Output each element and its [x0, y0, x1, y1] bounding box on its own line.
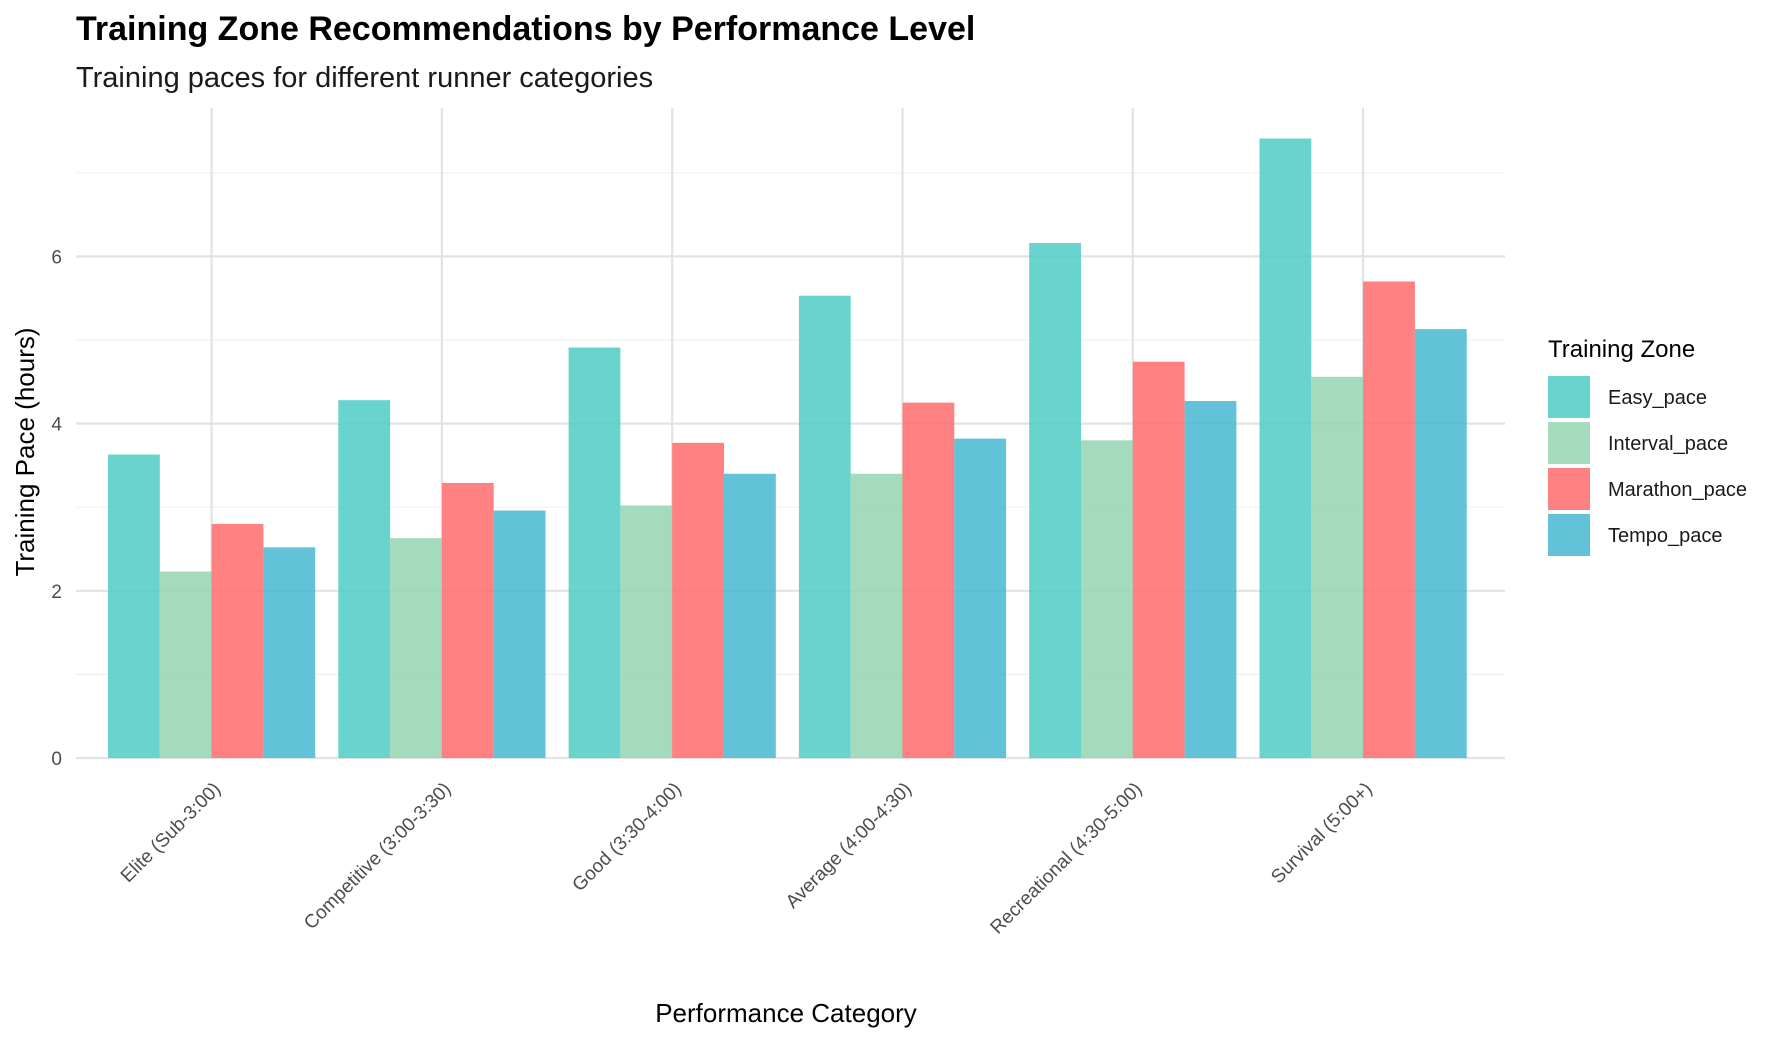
bar-interval-pace	[620, 505, 673, 758]
bar-easy-pace	[568, 347, 621, 758]
legend-title: Training Zone	[1548, 336, 1695, 363]
bar-easy-pace	[1029, 243, 1081, 759]
chart-title: Training Zone Recommendations by Perform…	[76, 10, 975, 48]
bar-tempo-pace	[1184, 401, 1237, 758]
x-tick-label: Survival (5:00+)	[1267, 779, 1376, 888]
bar-marathon-pace	[441, 482, 494, 758]
x-tick-label: Good (3:30-4:00)	[569, 779, 686, 896]
legend-swatch	[1548, 514, 1590, 556]
bar-tempo-pace	[263, 547, 316, 758]
y-axis-ticks: 0 2 4 6	[51, 247, 62, 770]
y-tick-label: 6	[51, 247, 62, 268]
y-tick-label: 0	[51, 749, 62, 770]
x-axis-ticks: Elite (Sub-3:00) Competitive (3:00-3:30) G…	[117, 779, 1377, 939]
legend-label: Interval_pace	[1608, 433, 1728, 455]
y-axis-title: Training Pace (hours)	[10, 327, 40, 576]
bar-interval-pace	[159, 571, 212, 758]
bar-marathon-pace	[211, 523, 264, 758]
legend-label: Easy_pace	[1608, 387, 1707, 409]
bar-interval-pace	[1311, 376, 1364, 758]
bar-marathon-pace	[902, 402, 955, 758]
bar-tempo-pace	[493, 510, 546, 758]
y-tick-label: 4	[51, 415, 62, 436]
x-tick-label: Competitive (3:00-3:30)	[300, 779, 455, 934]
legend-swatch	[1548, 376, 1590, 418]
bar-marathon-pace	[1363, 281, 1415, 758]
chart-subtitle: Training paces for different runner cate…	[76, 62, 653, 94]
legend-swatch	[1548, 468, 1590, 510]
bar-tempo-pace	[954, 438, 1007, 758]
legend-swatch	[1548, 422, 1590, 464]
bar-easy-pace	[338, 400, 391, 758]
legend: Training Zone Easy_pace Interval_pace Mara…	[1548, 336, 1747, 556]
y-tick-label: 2	[51, 582, 62, 603]
x-tick-label: Recreational (4:30-5:00)	[987, 779, 1147, 939]
x-tick-label: Elite (Sub-3:00)	[117, 779, 225, 887]
bar-interval-pace	[1081, 440, 1133, 758]
bar-easy-pace	[798, 295, 851, 758]
bar-interval-pace	[390, 538, 442, 758]
bar-easy-pace	[1259, 138, 1312, 759]
bar-tempo-pace	[724, 473, 776, 758]
bar-tempo-pace	[1414, 329, 1467, 758]
bar-marathon-pace	[1132, 361, 1185, 758]
legend-label: Tempo_pace	[1608, 525, 1723, 547]
x-axis-title: Performance Category	[655, 998, 917, 1028]
bar-easy-pace	[108, 454, 160, 758]
x-tick-label: Average (4:00-4:30)	[782, 779, 916, 913]
bar-interval-pace	[850, 473, 903, 758]
bars	[108, 138, 1467, 759]
bar-marathon-pace	[672, 442, 724, 758]
legend-label: Marathon_pace	[1608, 479, 1747, 501]
